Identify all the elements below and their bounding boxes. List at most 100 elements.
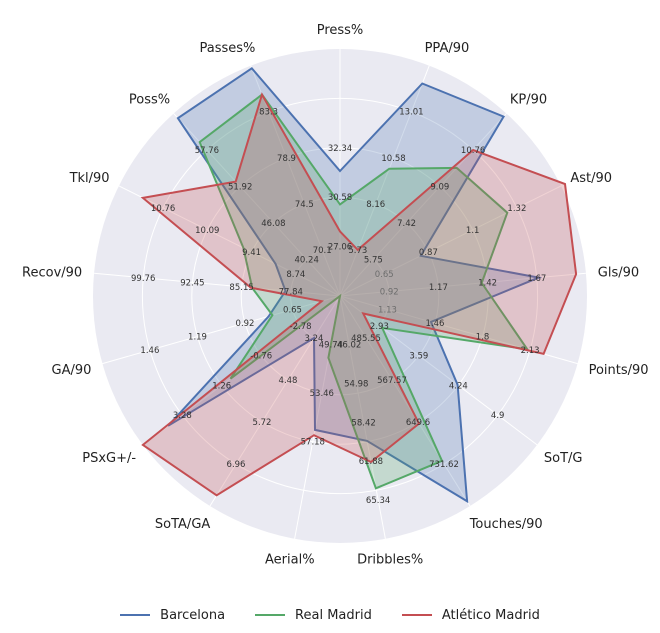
grid-spoke xyxy=(339,185,562,297)
tick-label: 1.32 xyxy=(507,204,526,214)
tick-label: 51.92 xyxy=(228,183,252,193)
grid-spoke xyxy=(339,113,507,297)
axis-label: KP/90 xyxy=(510,93,547,108)
tick-label: 49.74 xyxy=(319,341,343,351)
tick-label: 731.62 xyxy=(429,460,459,470)
axis-label: Poss% xyxy=(129,93,170,108)
tick-label: 5.73 xyxy=(348,246,367,256)
tick-label: 1.26 xyxy=(212,381,231,391)
tick-label: 8.16 xyxy=(366,200,385,210)
axis-label: GA/90 xyxy=(52,363,92,378)
tick-label: 0.87 xyxy=(419,248,438,258)
tick-label: 567.57 xyxy=(377,376,407,386)
tick-label: 1.17 xyxy=(429,283,448,293)
legend: Barcelona Real Madrid Atlético Madrid xyxy=(0,603,660,627)
tick-label: 10.09 xyxy=(195,226,219,236)
grid-spoke xyxy=(209,295,341,507)
tick-label: 78.9 xyxy=(277,154,296,164)
tick-label: 32.34 xyxy=(328,144,352,154)
tick-label: 1.13 xyxy=(378,306,397,316)
legend-label: Atlético Madrid xyxy=(441,607,540,623)
tick-label: 40.24 xyxy=(295,256,319,266)
tick-label: 99.76 xyxy=(131,274,155,284)
axis-label: SoTA/GA xyxy=(155,517,210,532)
tick-label: 5.75 xyxy=(364,256,383,266)
tick-label: 485.55 xyxy=(351,334,381,344)
axis-label: Recov/90 xyxy=(22,265,82,280)
series-atl-tico-madrid xyxy=(140,92,578,497)
axis-labels: Press% PPA/90 KP/90 Ast/90 Gls/90 Points/90 So… xyxy=(22,23,649,568)
tick-label: 77.84 xyxy=(279,287,303,297)
grid-spoke xyxy=(339,272,586,297)
legend-swatch xyxy=(120,614,151,616)
tick-label: 0.92 xyxy=(380,287,399,297)
tick-label: 65.34 xyxy=(366,496,390,506)
tick-label: 3.24 xyxy=(305,334,324,344)
tick-label: 58.42 xyxy=(351,418,375,428)
tick-label: 1.8 xyxy=(476,333,490,343)
tick-label: -0.76 xyxy=(250,352,272,362)
tick-label: 4.48 xyxy=(279,376,298,386)
tick-label: 4.9 xyxy=(491,411,505,421)
axis-label: Aerial% xyxy=(265,553,315,568)
axis-label: Press% xyxy=(317,23,364,38)
series-barcelona xyxy=(167,66,543,504)
tick-label: 1.46 xyxy=(426,319,445,329)
legend-swatch xyxy=(255,614,286,616)
tick-label: 7.42 xyxy=(397,219,416,229)
axis-label: Dribbles% xyxy=(357,553,423,568)
tick-label: 10.58 xyxy=(381,154,405,164)
axis-label: Tkl/90 xyxy=(69,171,110,186)
tick-label: 5.72 xyxy=(253,418,272,428)
tick-labels: 27.06 30.58 32.34 5.73 8.16 10.58 13.01 5.75 7.4… xyxy=(131,108,546,506)
tick-label: 8.74 xyxy=(286,270,305,280)
tick-label: 10.76 xyxy=(151,204,175,214)
axis-label: Gls/90 xyxy=(598,265,639,280)
tick-label: 1.42 xyxy=(478,278,497,288)
axis-label: PPA/90 xyxy=(425,41,470,56)
tick-label: 3.28 xyxy=(173,411,192,421)
tick-label: 1.19 xyxy=(188,333,207,343)
legend-entry: Atlético Madrid xyxy=(401,607,540,623)
legend-label: Barcelona xyxy=(160,607,226,623)
tick-label: 0.65 xyxy=(283,306,302,316)
grid-spoke xyxy=(339,295,471,507)
radar-chart: 27.06 30.58 32.34 5.73 8.16 10.58 13.01 5.75 7.4… xyxy=(22,23,649,568)
legend-swatch xyxy=(401,614,432,616)
grid-spoke xyxy=(94,272,341,297)
legend-label: Real Madrid xyxy=(295,607,372,623)
tick-label: 649.6 xyxy=(406,418,430,428)
axis-label: Touches/90 xyxy=(469,517,543,532)
tick-label: 61.88 xyxy=(359,457,383,467)
axis-label: Passes% xyxy=(199,41,255,56)
tick-label: 27.06 xyxy=(328,243,352,253)
tick-label: 3.59 xyxy=(409,352,428,362)
grid-spoke xyxy=(118,185,341,297)
grid-spoke xyxy=(339,65,430,297)
tick-label: 54.98 xyxy=(344,379,368,389)
tick-label: 57.18 xyxy=(301,438,325,448)
series-real-madrid xyxy=(198,93,530,490)
tick-label: 2.93 xyxy=(370,322,389,332)
tick-label: 1.46 xyxy=(140,346,159,356)
tick-label: 0.92 xyxy=(236,319,255,329)
grid-spoke xyxy=(339,295,386,539)
tick-label: 2.13 xyxy=(521,346,540,356)
axis-label: PSxG+/- xyxy=(82,451,136,466)
axis-label: SoT/G xyxy=(544,451,583,466)
axis-label: Ast/90 xyxy=(570,171,612,186)
series-layer xyxy=(140,66,578,504)
tick-label: 53.46 xyxy=(310,389,334,399)
tick-label: 0.65 xyxy=(375,270,394,280)
tick-label: 9.09 xyxy=(430,183,449,193)
tick-label: 46.08 xyxy=(261,219,285,229)
tick-label: 4.24 xyxy=(449,381,468,391)
tick-label: 57.76 xyxy=(195,146,219,156)
tick-label: 30.58 xyxy=(328,193,352,203)
tick-label: 10.76 xyxy=(461,146,485,156)
legend-entry: Barcelona xyxy=(120,608,225,623)
tick-label: 83.3 xyxy=(259,108,278,118)
tick-label: 70.1 xyxy=(313,246,332,256)
tick-label: -2.78 xyxy=(290,322,312,332)
tick-label: 9.41 xyxy=(242,248,261,258)
